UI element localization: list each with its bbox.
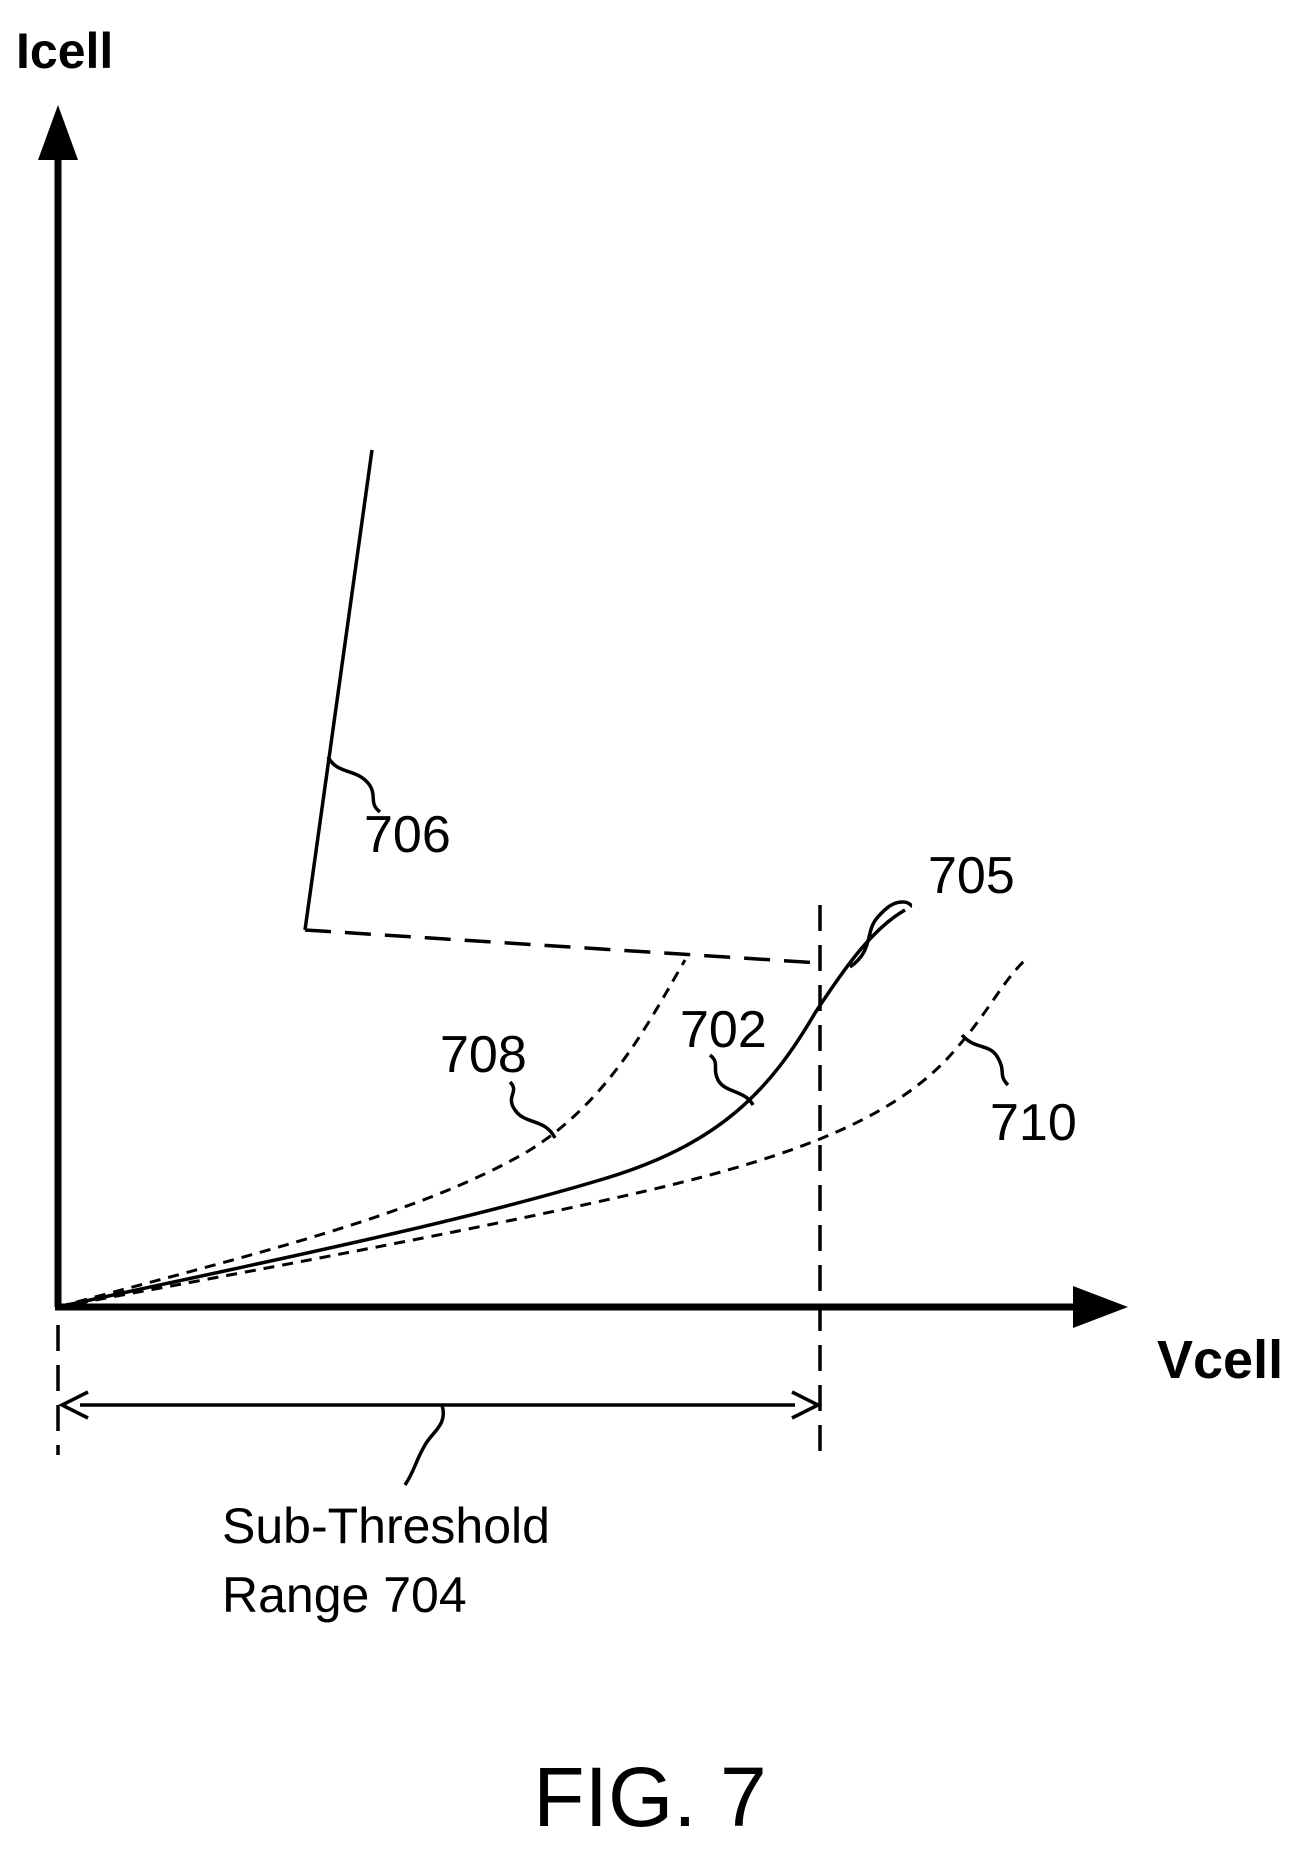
range-label-line1: Sub-Threshold: [222, 1498, 550, 1554]
leader-705-connector: [848, 900, 913, 969]
range-arrow-left-head: [58, 1390, 89, 1420]
label-708: 708: [440, 1026, 527, 1084]
connector-dashed-line: [304, 928, 821, 965]
label-706: 706: [364, 806, 451, 864]
x-axis-arrowhead: [1073, 1286, 1128, 1328]
range-label-line2: Range 704: [222, 1567, 467, 1623]
leader-710: [960, 1033, 1010, 1087]
label-705: 705: [928, 847, 1015, 905]
leader-706: [326, 756, 382, 814]
label-702: 702: [680, 1001, 767, 1059]
curve-702: [57, 908, 906, 1309]
label-710: 710: [990, 1094, 1077, 1152]
curve-708: [57, 959, 687, 1309]
y-axis-arrowhead: [38, 105, 78, 160]
leader-702: [708, 1053, 755, 1106]
figure-caption: FIG. 7: [533, 1750, 766, 1844]
leader-705: [850, 879, 912, 968]
leader-708: [508, 1080, 557, 1139]
y-axis-title: Icell: [16, 23, 113, 79]
curve-706: [303, 449, 374, 931]
leader-705-visible: [850, 882, 912, 967]
leader-704: [403, 1404, 446, 1486]
leader-705-stroke: [850, 884, 910, 967]
x-axis-title: Vcell: [1157, 1330, 1283, 1390]
range-arrow-right-head: [791, 1390, 822, 1420]
curve-710: [57, 958, 1027, 1309]
